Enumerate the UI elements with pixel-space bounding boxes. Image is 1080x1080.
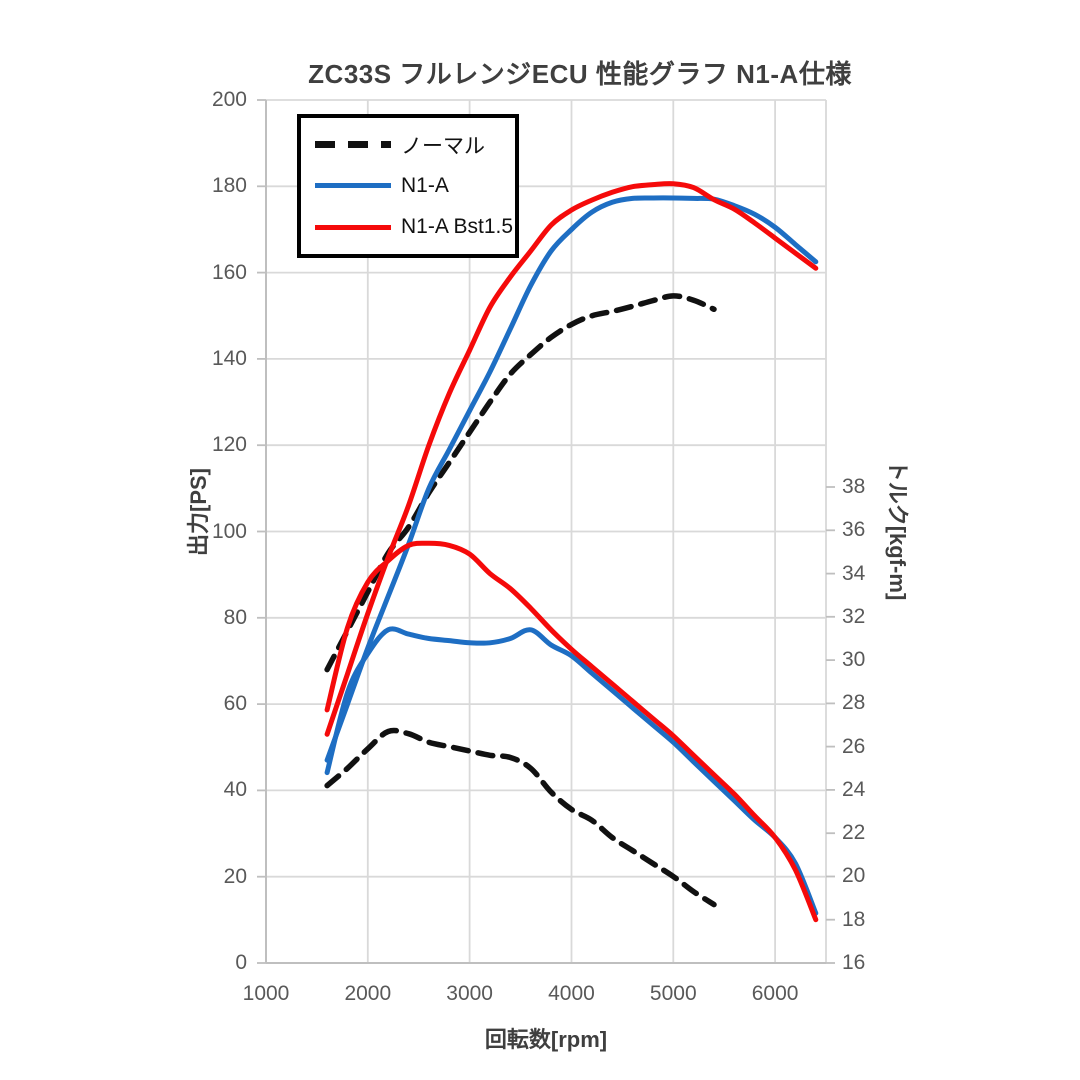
y-left-tick-200: 200 xyxy=(211,88,247,111)
legend-label: ノーマル xyxy=(401,134,485,158)
y-left-tick-140: 140 xyxy=(211,346,247,370)
y-right-tick-32: 32 xyxy=(842,604,866,628)
y-left-tick-20: 20 xyxy=(223,864,247,888)
x-tick-4000: 4000 xyxy=(548,982,595,1005)
normal-dashed-line-swatch xyxy=(315,141,391,149)
n1a-line-swatch xyxy=(315,183,391,189)
y-right-tick-36: 36 xyxy=(842,518,866,542)
y-right-tick-20: 20 xyxy=(842,864,866,888)
x-tick-1000: 1000 xyxy=(242,982,290,1005)
x-tick-5000: 5000 xyxy=(649,982,697,1005)
y-left-tick-100: 100 xyxy=(211,519,247,543)
x-axis-title: 回転数[rpm] xyxy=(484,1027,608,1052)
y-left-tick-120: 120 xyxy=(211,433,247,457)
y-axis-right-title: トルク[kgf-m] xyxy=(885,459,910,601)
legend-item-normal: ノーマル xyxy=(301,130,515,160)
y-right-tick-38: 38 xyxy=(842,475,866,498)
legend: ノーマル N1-A N1-A Bst1.5 xyxy=(297,114,519,258)
y-right-tick-18: 18 xyxy=(842,907,866,931)
bst-line-swatch xyxy=(315,224,391,230)
y-right-tick-28: 28 xyxy=(842,691,866,715)
y-right-tick-22: 22 xyxy=(842,821,866,845)
y-right-tick-30: 30 xyxy=(842,648,866,672)
x-tick-6000: 6000 xyxy=(751,982,799,1005)
y-right-tick-16: 16 xyxy=(842,951,866,974)
y-left-tick-60: 60 xyxy=(223,692,247,716)
y-left-tick-80: 80 xyxy=(223,605,247,629)
y-left-tick-160: 160 xyxy=(211,260,247,284)
legend-item-n1a: N1-A xyxy=(301,171,515,201)
y-right-tick-34: 34 xyxy=(842,561,866,585)
y-left-tick-180: 180 xyxy=(211,174,247,198)
legend-item-bst: N1-A Bst1.5 xyxy=(301,212,515,242)
y-right-tick-26: 26 xyxy=(842,734,866,758)
legend-label: N1-A xyxy=(401,173,449,197)
chart-title: ZC33S フルレンジECU 性能グラフ N1-A仕様 xyxy=(308,59,852,89)
x-tick-2000: 2000 xyxy=(344,982,392,1005)
y-left-tick-40: 40 xyxy=(223,778,247,802)
legend-label: N1-A Bst1.5 xyxy=(401,215,514,239)
y-left-tick-0: 0 xyxy=(235,951,247,974)
x-tick-3000: 3000 xyxy=(446,982,493,1005)
y-axis-left-title: 出力[PS] xyxy=(186,467,211,557)
y-right-tick-24: 24 xyxy=(842,777,866,801)
